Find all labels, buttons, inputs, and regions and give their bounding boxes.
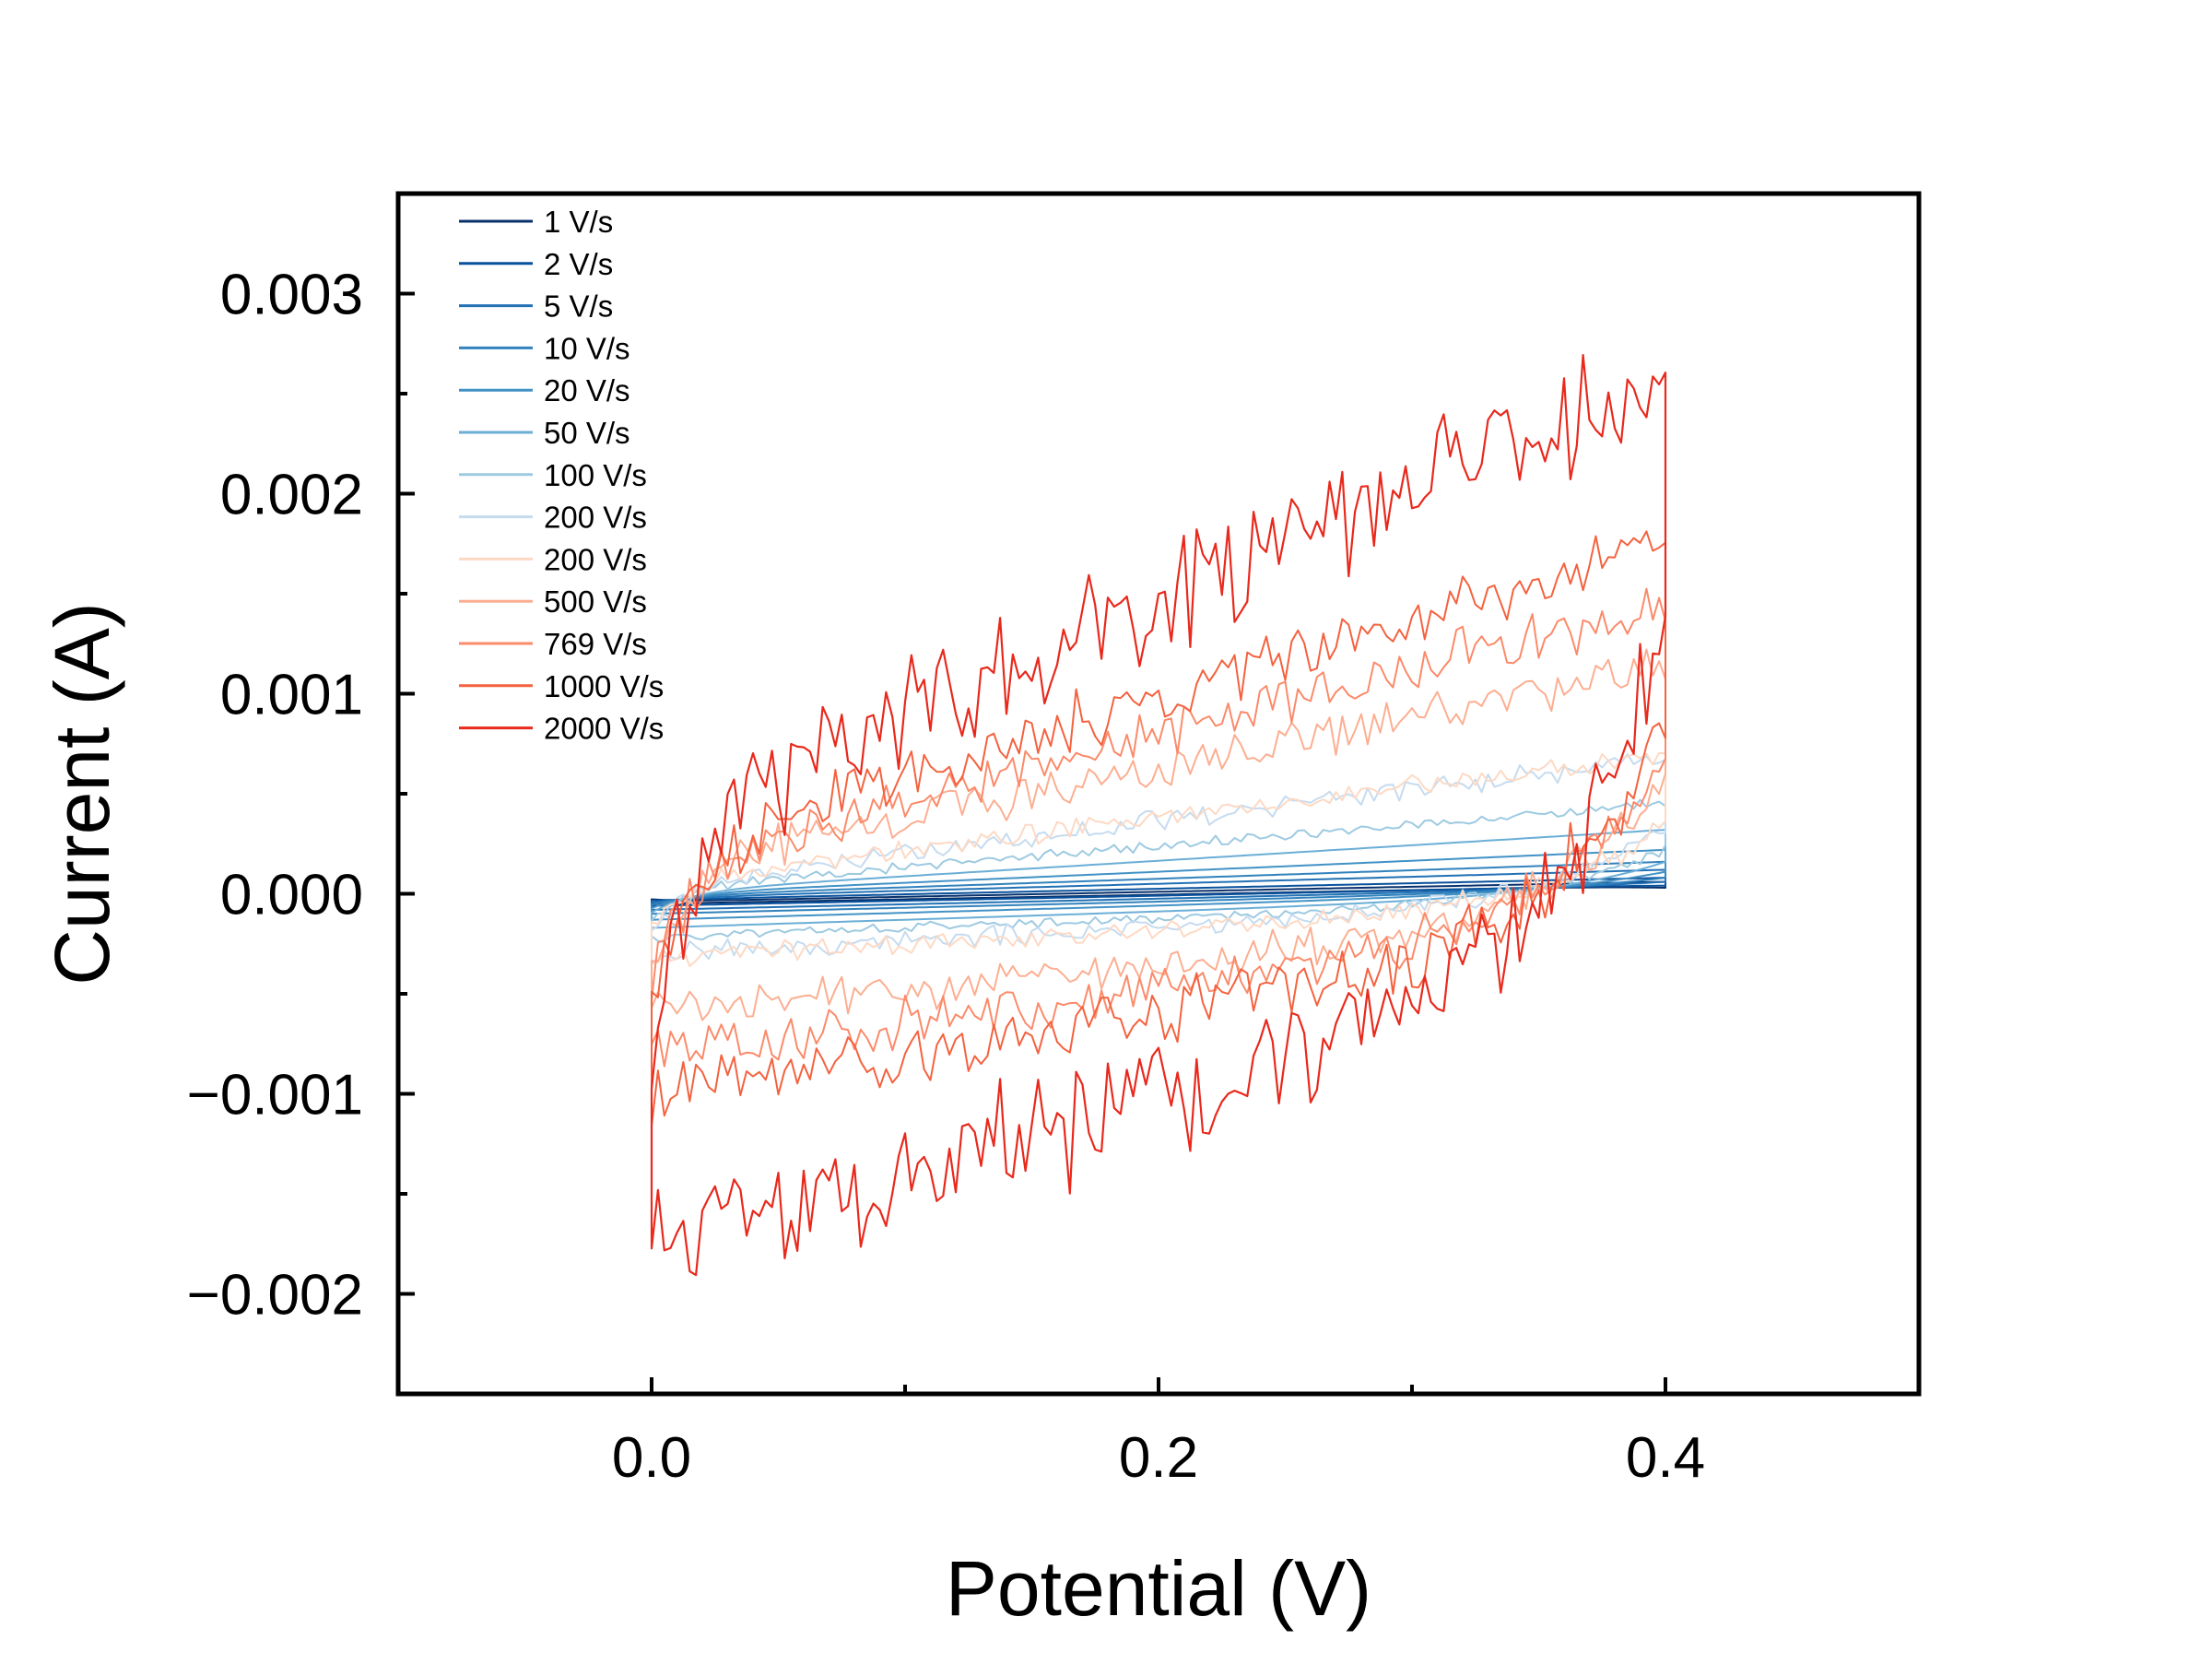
series-line bbox=[651, 751, 1666, 968]
legend-label: 5 V/s bbox=[544, 289, 613, 324]
series-line bbox=[651, 798, 1666, 943]
legend-label: 200 V/s bbox=[544, 542, 647, 576]
x-tick-label: 0.2 bbox=[1119, 1426, 1198, 1490]
legend-label: 10 V/s bbox=[544, 331, 630, 365]
legend-label: 769 V/s bbox=[544, 627, 647, 661]
axes: −0.002 −0.001 0.000 0.001 0.002 0.003 0.0 0.2 0.… bbox=[187, 264, 1705, 1491]
legend-label: 2 V/s bbox=[544, 247, 613, 281]
series-line bbox=[651, 877, 1666, 907]
y-tick-label: 0.003 bbox=[220, 264, 363, 327]
legend-label: 1000 V/s bbox=[544, 669, 664, 703]
series-line bbox=[651, 880, 1666, 905]
series-line bbox=[651, 868, 1666, 911]
legend-label: 50 V/s bbox=[544, 416, 630, 450]
legend: 1 V/s 2 V/s 5 V/s 10 V/s 20 V/s 50 V/s 100 V/s… bbox=[459, 205, 664, 746]
y-tick-label: 0.002 bbox=[220, 464, 363, 527]
y-tick-label: −0.002 bbox=[187, 1264, 363, 1328]
y-axis-title: Current (A) bbox=[39, 602, 125, 985]
series-line bbox=[651, 530, 1666, 1127]
x-tick-label: 0.0 bbox=[612, 1426, 691, 1490]
x-tick-label: 0.4 bbox=[1626, 1426, 1705, 1490]
legend-label: 200 V/s bbox=[544, 501, 647, 535]
series-line bbox=[651, 829, 1666, 929]
series-line bbox=[650, 354, 1667, 1277]
legend-label: 500 V/s bbox=[544, 584, 647, 619]
series-line bbox=[651, 753, 1666, 963]
x-axis-title: Potential (V) bbox=[946, 1545, 1371, 1632]
series-line bbox=[651, 587, 1666, 1068]
legend-label: 1 V/s bbox=[544, 205, 613, 239]
plot-curves bbox=[650, 354, 1667, 1277]
legend-label: 100 V/s bbox=[544, 458, 647, 492]
legend-label: 20 V/s bbox=[544, 373, 630, 407]
legend-label: 2000 V/s bbox=[544, 712, 664, 746]
y-tick-label: 0.001 bbox=[220, 664, 363, 727]
y-tick-label: 0.000 bbox=[220, 864, 363, 927]
series-line bbox=[651, 860, 1666, 915]
series-line bbox=[651, 648, 1666, 1021]
y-tick-label: −0.001 bbox=[187, 1064, 363, 1127]
series-line bbox=[651, 848, 1666, 921]
